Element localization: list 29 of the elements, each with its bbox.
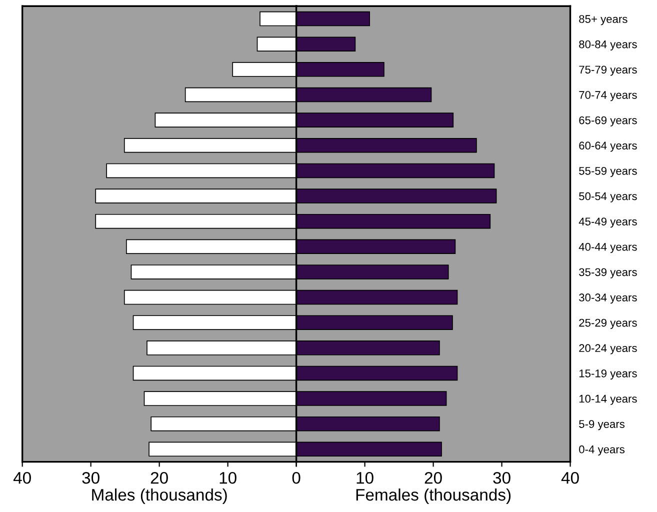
- y-tick-label: 5-9 years: [579, 420, 625, 430]
- y-tick-label: 10-14 years: [579, 394, 637, 405]
- y-tick-label: 0-4 years: [579, 445, 625, 456]
- y-tick-label: 60-64 years: [579, 142, 637, 152]
- x-tick-label: 0: [292, 472, 300, 484]
- x-tick-label: 30: [493, 472, 510, 484]
- y-tick-label: 85+ years: [579, 15, 628, 26]
- x-tick-label: 30: [82, 472, 100, 484]
- y-tick-label: 55-59 years: [579, 166, 637, 178]
- x-tick-label: 20: [150, 472, 168, 484]
- x-tick-label: 10: [220, 472, 236, 484]
- y-tick-label: 25-29 years: [579, 318, 637, 329]
- y-tick-label: 40-44 years: [578, 242, 637, 253]
- x-tick-label: 40: [561, 472, 579, 484]
- y-tick-label: 15-19 years: [579, 369, 637, 380]
- y-tick-label: 30-34 years: [579, 294, 637, 304]
- y-tick-label: 70-74 years: [579, 91, 637, 102]
- y-tick-label: 35-39 years: [579, 268, 637, 278]
- x-tick-label: 40: [13, 472, 31, 484]
- y-tick-label: 65-69 years: [579, 116, 637, 126]
- x-tick-label: 10: [356, 472, 374, 484]
- y-tick-label: 50-54 years: [579, 192, 637, 202]
- y-tick-label: 45-49 years: [578, 218, 637, 228]
- y-tick-label: 20-24 years: [579, 344, 637, 354]
- y-tick-label: 80-84 years: [579, 40, 637, 50]
- y-tick-label: 75-79 years: [579, 66, 637, 76]
- x-axis-title: Females (thousands): [356, 488, 511, 504]
- x-axis-title: Males (thousands): [92, 488, 227, 504]
- x-tick-label: 20: [424, 472, 442, 484]
